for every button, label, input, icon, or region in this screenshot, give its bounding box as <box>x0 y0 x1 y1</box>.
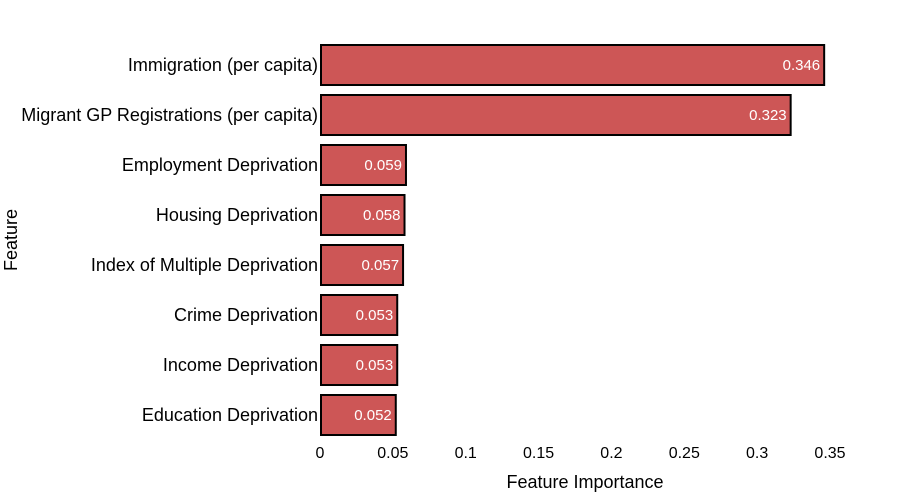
category-label: Crime Deprivation <box>174 305 318 325</box>
x-tick-labels: 0 0.05 0.1 0.15 0.2 0.25 0.3 0.35 <box>316 445 846 462</box>
bar <box>320 294 399 336</box>
x-tick-label: 0.1 <box>455 445 477 462</box>
bar <box>320 394 397 436</box>
x-tick-label: 0.35 <box>814 445 845 462</box>
category-label: Housing Deprivation <box>156 205 318 225</box>
category-label: Immigration (per capita) <box>128 55 318 75</box>
category-label: Migrant GP Registrations (per capita) <box>21 105 318 125</box>
x-tick-label: 0.15 <box>523 445 554 462</box>
bar-value-label: 0.323 <box>749 107 787 124</box>
category-label: Income Deprivation <box>163 355 318 375</box>
bar-value-label: 0.057 <box>362 257 400 274</box>
bar-value-label: 0.058 <box>363 207 401 224</box>
bar <box>320 244 405 286</box>
x-tick-label: 0.25 <box>669 445 700 462</box>
category-label: Employment Deprivation <box>122 155 318 175</box>
bar-value-label: 0.346 <box>783 57 821 74</box>
bar <box>320 344 399 386</box>
category-label: Index of Multiple Deprivation <box>91 255 318 275</box>
category-label: Education Deprivation <box>142 405 318 425</box>
bar <box>320 94 792 136</box>
category-labels: Immigration (per capita) Migrant GP Regis… <box>21 55 318 425</box>
y-axis-title: Feature <box>1 209 21 271</box>
x-tick-label: 0.2 <box>600 445 622 462</box>
x-tick-label: 0.3 <box>746 445 768 462</box>
bar <box>320 144 407 186</box>
bars-group: 0.346 0.323 0.059 0.058 0.057 0.053 0.053 0.052 <box>320 44 826 436</box>
bar-value-label: 0.059 <box>364 157 402 174</box>
x-tick-label: 0.05 <box>377 445 408 462</box>
bar <box>320 44 826 86</box>
bar-value-label: 0.052 <box>354 407 392 424</box>
bar-value-label: 0.053 <box>356 307 394 324</box>
bar <box>320 194 406 236</box>
x-tick-label: 0 <box>316 445 325 462</box>
bar-value-label: 0.053 <box>356 357 394 374</box>
x-axis-title: Feature Importance <box>506 472 663 492</box>
